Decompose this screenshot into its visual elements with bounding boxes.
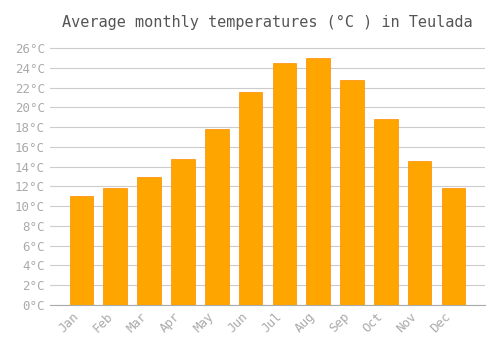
Bar — [442, 188, 465, 305]
Bar — [272, 63, 296, 305]
Bar — [374, 119, 398, 305]
Bar — [306, 58, 330, 305]
Bar — [340, 80, 364, 305]
Bar — [104, 188, 127, 305]
Bar — [70, 196, 94, 305]
Title: Average monthly temperatures (°C ) in Teulada: Average monthly temperatures (°C ) in Te… — [62, 15, 472, 30]
Bar — [238, 92, 262, 305]
Bar — [408, 161, 432, 305]
Bar — [171, 159, 194, 305]
Bar — [138, 176, 161, 305]
Bar — [205, 129, 229, 305]
